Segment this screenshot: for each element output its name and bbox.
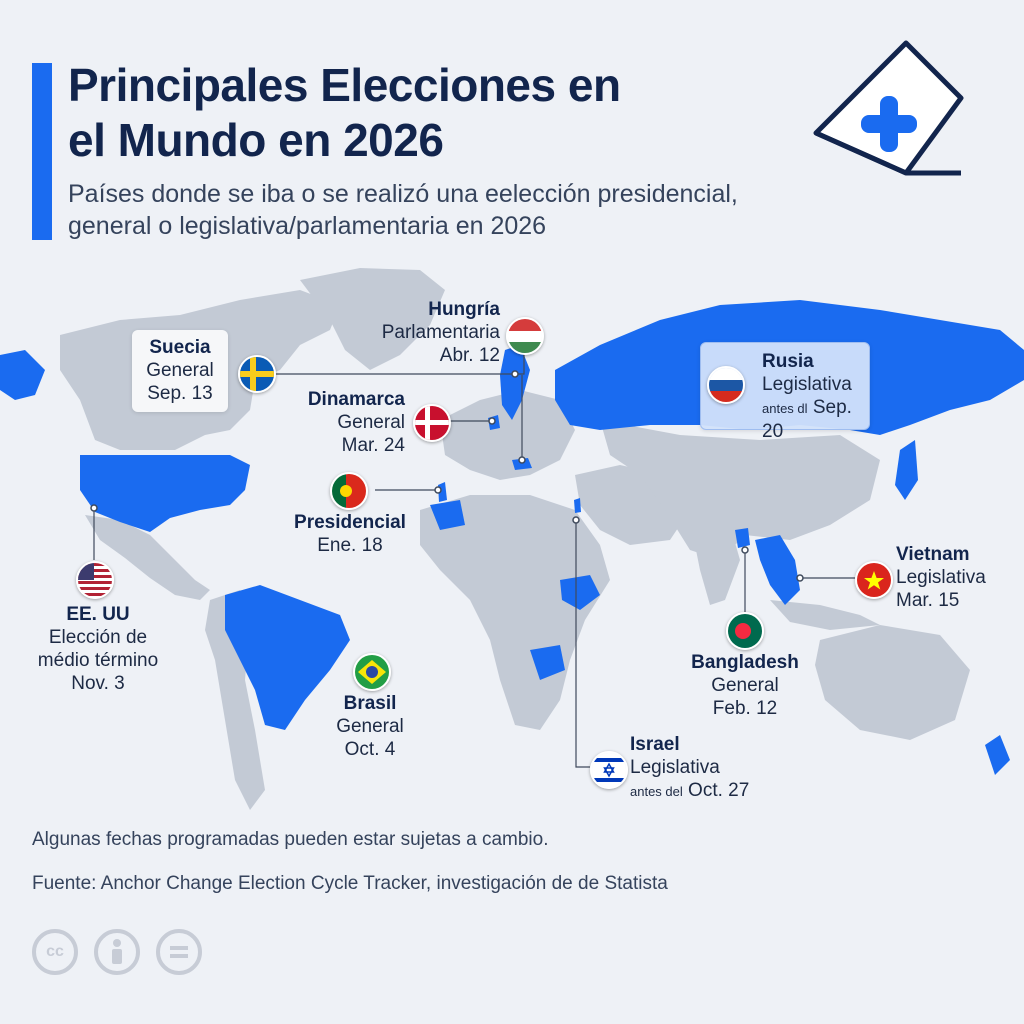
southern-africa-shape bbox=[530, 645, 565, 680]
russia-kind: Legislativa bbox=[762, 374, 852, 395]
vietnam-date: Mar. 15 bbox=[896, 590, 960, 611]
hungary-label: Hungría Parlamentaria Abr. 12 bbox=[350, 298, 500, 367]
usa-date: Nov. 3 bbox=[71, 673, 125, 694]
australia-shape bbox=[815, 625, 970, 740]
russia-flag-icon bbox=[707, 366, 745, 404]
usa-kind-line-1: Elección de bbox=[48, 627, 148, 648]
page-title: Principales Elecciones en el Mundo en 20… bbox=[68, 58, 621, 168]
india-shape bbox=[690, 520, 740, 605]
bangladesh-label: Bangladesh General Feb. 12 bbox=[670, 651, 820, 720]
source-text: Fuente: Anchor Change Election Cycle Tra… bbox=[32, 873, 668, 894]
russia-label: Rusia Legislativa antes dl Sep. 20 bbox=[762, 350, 872, 443]
sweden-date: Sep. 13 bbox=[147, 383, 213, 404]
brazil-flag-icon bbox=[353, 653, 391, 691]
russia-date: Sep. 20 bbox=[762, 397, 852, 442]
sweden-kind: General bbox=[146, 360, 214, 381]
brazil-kind: General bbox=[336, 716, 404, 737]
denmark-name: Dinamarca bbox=[307, 389, 405, 410]
title-line-1: Principales Elecciones en bbox=[68, 59, 621, 111]
usa-label: EE. UU Elección de médio término Nov. 3 bbox=[18, 603, 178, 695]
israel-date: Oct. 27 bbox=[688, 780, 750, 801]
leader-lines bbox=[90, 334, 855, 768]
greenland-shape bbox=[300, 268, 445, 370]
russia-date-prefix: antes dl bbox=[762, 401, 808, 416]
sweden-flag-icon bbox=[238, 355, 276, 393]
israel-flag-icon bbox=[590, 751, 628, 789]
portugal-date: Ene. 18 bbox=[317, 535, 383, 556]
israel-date-prefix: antes del bbox=[630, 784, 683, 799]
vietnam-shape bbox=[755, 535, 800, 605]
denmark-kind: General bbox=[337, 412, 405, 433]
hungary-date: Abr. 12 bbox=[439, 345, 500, 366]
hungary-kind: Parlamentaria bbox=[381, 322, 500, 343]
usa-name: EE. UU bbox=[66, 604, 130, 625]
denmark-flag-icon bbox=[413, 404, 451, 442]
subtitle-line-1: Países donde se iba o se realizó una eel… bbox=[68, 180, 738, 208]
bangladesh-flag-icon bbox=[726, 612, 764, 650]
hungary-flag-icon bbox=[506, 317, 544, 355]
portugal-name: Presidencial bbox=[294, 512, 406, 533]
sweden-card bbox=[132, 330, 228, 412]
title-line-2: el Mundo en 2026 bbox=[68, 114, 444, 166]
africa-shape bbox=[420, 495, 610, 730]
usa-kind-line-2: médio término bbox=[37, 650, 159, 671]
vietnam-name: Vietnam bbox=[896, 544, 970, 565]
portugal-label: Presidencial Ene. 18 bbox=[280, 511, 420, 557]
bangladesh-name: Bangladesh bbox=[691, 652, 799, 673]
israel-shape bbox=[574, 498, 581, 513]
brazil-label: Brasil General Oct. 4 bbox=[315, 692, 425, 761]
world-map bbox=[0, 268, 1024, 810]
cc-icon[interactable]: cc bbox=[32, 929, 78, 975]
mexico-shape bbox=[85, 515, 210, 600]
russia-name: Rusia bbox=[762, 351, 814, 372]
denmark-label: Dinamarca General Mar. 24 bbox=[270, 388, 405, 457]
israel-kind: Legislativa bbox=[630, 757, 720, 778]
hungary-name: Hungría bbox=[428, 299, 500, 320]
south-america-west-shape bbox=[205, 590, 265, 810]
sweden-shape bbox=[500, 345, 530, 420]
brazil-name: Brasil bbox=[343, 693, 397, 714]
denmark-date: Mar. 24 bbox=[341, 435, 405, 456]
new-zealand-shape bbox=[985, 735, 1010, 775]
vietnam-flag-icon bbox=[855, 561, 893, 599]
brazil-shape bbox=[225, 585, 350, 730]
ethiopia-shape bbox=[560, 575, 600, 610]
bangladesh-kind: General bbox=[711, 675, 779, 696]
israel-label: Israel Legislativa antes del Oct. 27 bbox=[630, 733, 790, 803]
usa-shape bbox=[80, 455, 250, 532]
bangladesh-date: Feb. 12 bbox=[712, 698, 778, 719]
usa-flag-icon bbox=[76, 561, 114, 599]
israel-name: Israel bbox=[630, 734, 680, 755]
sweden-name: Suecia bbox=[149, 337, 211, 358]
israel-date-wrap: antes del Oct. 27 bbox=[630, 779, 790, 803]
bangladesh-shape bbox=[735, 528, 750, 548]
by-icon[interactable] bbox=[94, 929, 140, 975]
sweden-label: Suecia General Sep. 13 bbox=[132, 336, 228, 405]
vietnam-label: Vietnam Legislativa Mar. 15 bbox=[896, 543, 1024, 612]
indonesia-shape bbox=[770, 600, 880, 630]
alaska-shape bbox=[0, 350, 45, 400]
far-east-shape bbox=[895, 440, 918, 500]
hungary-shape bbox=[512, 458, 532, 470]
page-subtitle: Países donde se iba o se realizó una eel… bbox=[68, 178, 828, 242]
north-africa-shape bbox=[430, 500, 465, 530]
ballot-box-icon bbox=[813, 40, 964, 176]
accent-bar bbox=[32, 63, 52, 240]
subtitle-line-2: general o legislativa/parlamentaria en 2… bbox=[68, 212, 547, 240]
nd-icon[interactable] bbox=[156, 929, 202, 975]
europe-shape bbox=[440, 390, 575, 480]
portugal-flag-icon bbox=[330, 472, 368, 510]
russia-date-wrap: antes dl Sep. 20 bbox=[762, 396, 872, 443]
footnote: Algunas fechas programadas pueden estar … bbox=[32, 829, 549, 850]
vietnam-kind: Legislativa bbox=[896, 567, 986, 588]
brazil-date: Oct. 4 bbox=[344, 739, 396, 760]
asia-shape bbox=[600, 420, 880, 560]
